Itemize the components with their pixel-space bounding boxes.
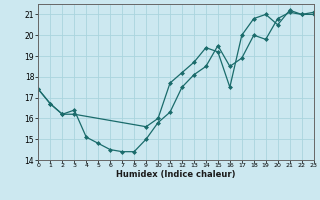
X-axis label: Humidex (Indice chaleur): Humidex (Indice chaleur) (116, 170, 236, 179)
